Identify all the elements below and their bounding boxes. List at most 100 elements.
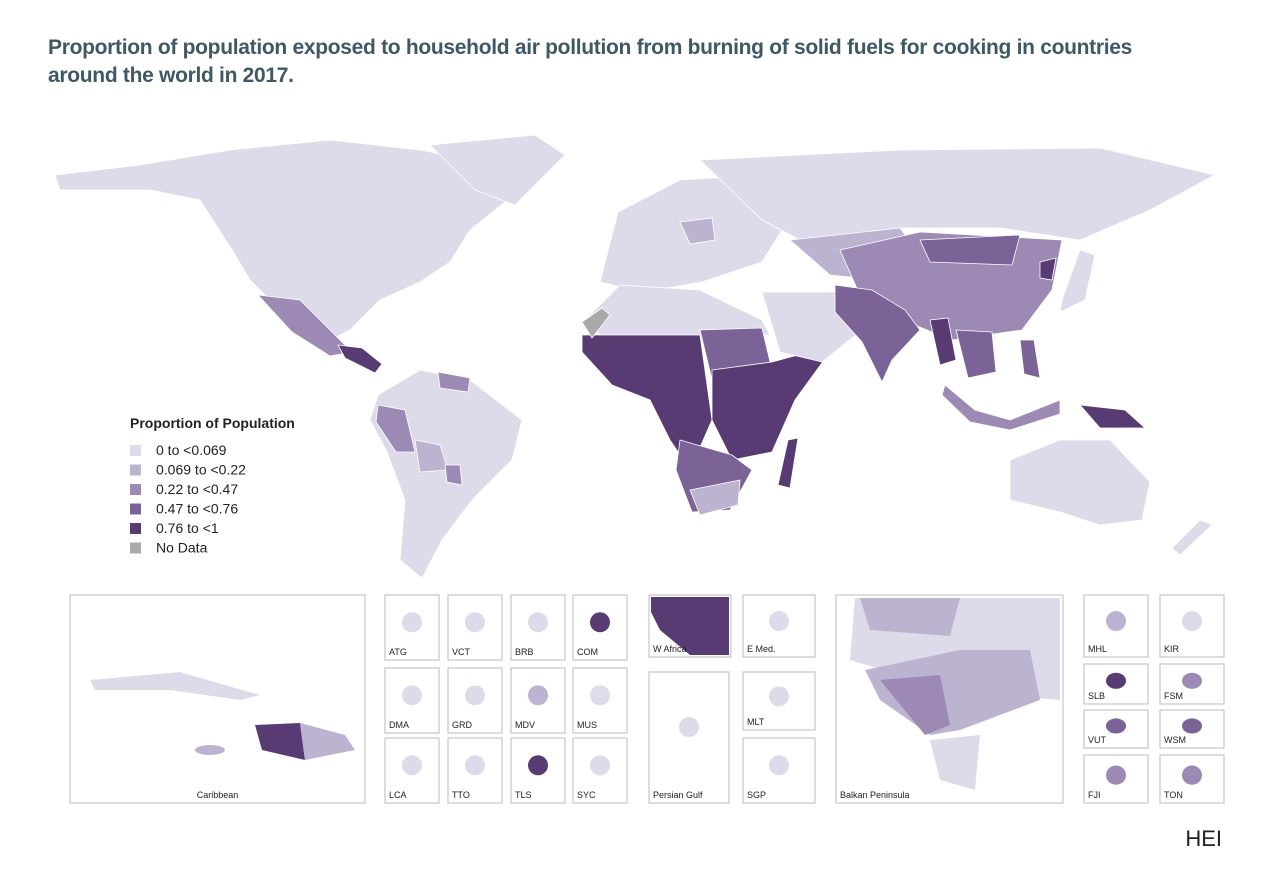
island [1182,672,1202,689]
legend-swatch [130,503,141,515]
inset-label: ATG [389,647,407,657]
paraguay [444,464,463,486]
central-america [337,344,383,374]
madagascar [777,437,799,489]
inset-label: VCT [452,647,471,657]
island [1182,718,1202,734]
island [1182,765,1202,785]
legend-label: 0 to <0.069 [156,442,227,458]
island [528,685,548,706]
title-box: Proportion of population exposed to hous… [48,36,1133,87]
east-africa [711,344,836,461]
inset-frame [648,671,730,804]
north-america [54,139,521,341]
inset-map [769,611,789,632]
island [1106,672,1126,689]
peru [375,404,416,453]
balkan-poland [860,598,960,636]
island [1106,611,1126,632]
indochina [955,329,997,379]
india [834,284,921,383]
island [1106,765,1126,785]
island [769,686,789,707]
inset-map [590,685,610,706]
legend-swatch [130,484,141,495]
island [402,612,422,633]
inset-map [402,612,422,633]
inset-map [590,755,610,776]
inset-map [465,755,485,776]
inset-label: MDV [515,720,535,730]
inset-label: LCA [389,790,407,800]
island [465,612,485,633]
island [1106,718,1126,734]
inset-map [679,717,699,738]
legend: Proportion of Population 0 to <0.069 0.06… [130,415,295,556]
inset-map [90,672,355,760]
legend-swatch [130,445,141,456]
inset-map [1182,765,1202,785]
inset-label: TTO [452,790,470,800]
island [590,685,610,706]
inset-map [1182,718,1202,734]
inset-map [528,685,548,706]
inset-map [465,612,485,633]
legend-title: Proportion of Population [130,415,295,431]
greece [930,735,980,790]
inset-map [528,612,548,633]
myanmar [929,317,957,366]
haiti [255,723,305,760]
greenland [429,134,566,206]
inset-map [769,755,789,776]
credit: HEI [1185,826,1222,851]
island [769,755,789,776]
inset-label: MLT [747,717,765,727]
inset-map [465,685,485,706]
inset-label: Persian Gulf [653,790,703,800]
jamaica [195,745,225,755]
inset-label: WSM [1164,735,1186,745]
inset-map [402,685,422,706]
mongolia [919,234,1021,266]
inset-label: COM [577,647,598,657]
inset-label: Balkan Peninsula [840,790,910,800]
new-zealand [1171,519,1213,556]
inset-map [402,755,422,776]
inset-map [590,612,610,633]
balkan-core [880,675,950,735]
eastern-europe [679,217,716,245]
inset-label: SLB [1088,691,1105,701]
dominican-republic [300,723,355,760]
guyanas [437,371,471,393]
island [769,611,789,632]
inset-label: MHL [1088,644,1107,654]
world-map [54,134,1217,579]
inset-label: W Africa [653,644,687,654]
inset-frame [1083,709,1149,749]
cuba [90,672,260,700]
inset-frame [1159,709,1225,749]
island [402,755,422,776]
inset-map [651,597,729,655]
inset-label: Caribbean [197,790,239,800]
island [679,717,699,738]
inset-map [850,598,1060,790]
inset-label: SGP [747,790,766,800]
inset-label: FSM [1164,691,1183,701]
north-korea [1039,257,1057,281]
inset-map [1106,765,1126,785]
inset-label: SYC [577,790,596,800]
island [528,755,548,776]
island [465,755,485,776]
chart-title: Proportion of population exposed to hous… [48,36,1133,87]
legend-label: No Data [156,540,208,556]
inset-map [1106,672,1126,689]
legend-label: 0.47 to <0.76 [156,501,238,517]
inset-map [769,686,789,707]
south-africa [689,479,741,516]
inset-label: VUT [1088,735,1107,745]
inset-frame [69,594,366,804]
inset-map [1106,611,1126,632]
inset-map [1182,611,1202,632]
